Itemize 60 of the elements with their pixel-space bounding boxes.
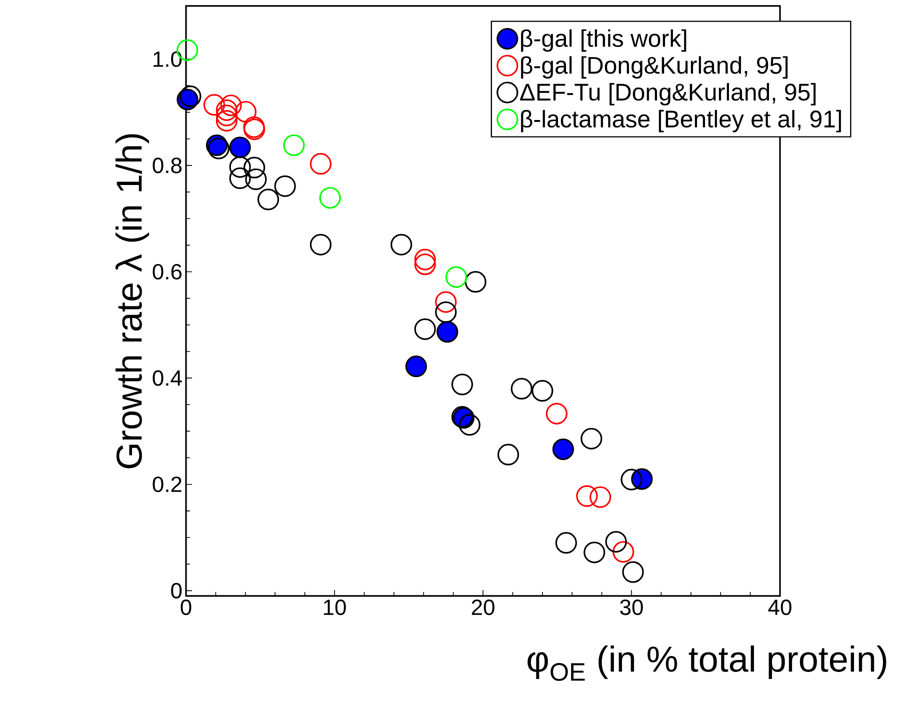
point [414,318,436,340]
point [216,110,238,132]
point [203,94,226,116]
point [229,136,251,158]
point [414,248,436,270]
point [208,138,230,160]
point [532,380,554,402]
x-tick-label: 20 [472,600,494,616]
point [216,104,238,126]
point [580,428,602,450]
point [245,168,267,190]
point [216,99,238,121]
point [234,100,257,123]
point [458,414,480,436]
point [576,485,598,507]
point [435,291,457,313]
point [584,542,606,564]
y-tick-label: 1.0 [154,51,182,67]
point [229,156,251,178]
point [310,234,332,256]
point [414,254,436,276]
x-tick-label: 40 [768,600,792,616]
point [555,532,577,554]
point [612,541,634,563]
point [590,486,612,508]
y-tick-label: 0.6 [152,264,182,280]
point [229,167,251,189]
x-axis-title: φ$_{OE}$ (in % total protein) [528,646,886,681]
point [552,438,574,460]
point [405,356,427,378]
point [220,94,242,116]
y-tick-label: 0 [171,582,182,598]
point [310,153,332,175]
legend-label: β-gal [this work] [521,29,686,52]
point [620,468,642,490]
legend-label: ΔEF-Tu [Dong&Kurland, 95] [520,83,816,106]
x-tick-label: 10 [324,600,346,616]
point [451,374,474,396]
point [546,402,568,424]
point [445,266,468,288]
y-tick-label: 0.8 [152,158,182,174]
y-tick-label: 0.2 [152,476,182,492]
point [510,378,532,400]
y-tick-label: 0.4 [152,370,182,386]
point [274,175,296,197]
point [390,234,412,256]
point [605,530,627,553]
x-tick-label: 30 [620,600,643,616]
legend-label: β-lactamase [Bentley et al, 91] [521,110,841,132]
point [319,187,341,209]
point [622,561,644,583]
point [464,271,486,293]
legend-label: β-gal [Dong&Kurland, 95] [521,56,788,79]
point [497,444,520,466]
point [257,188,280,210]
y-axis-title: Growth rate λ (in 1/h) [116,134,150,468]
point [436,321,458,343]
point [283,134,305,156]
point [244,156,266,178]
point [435,301,457,323]
